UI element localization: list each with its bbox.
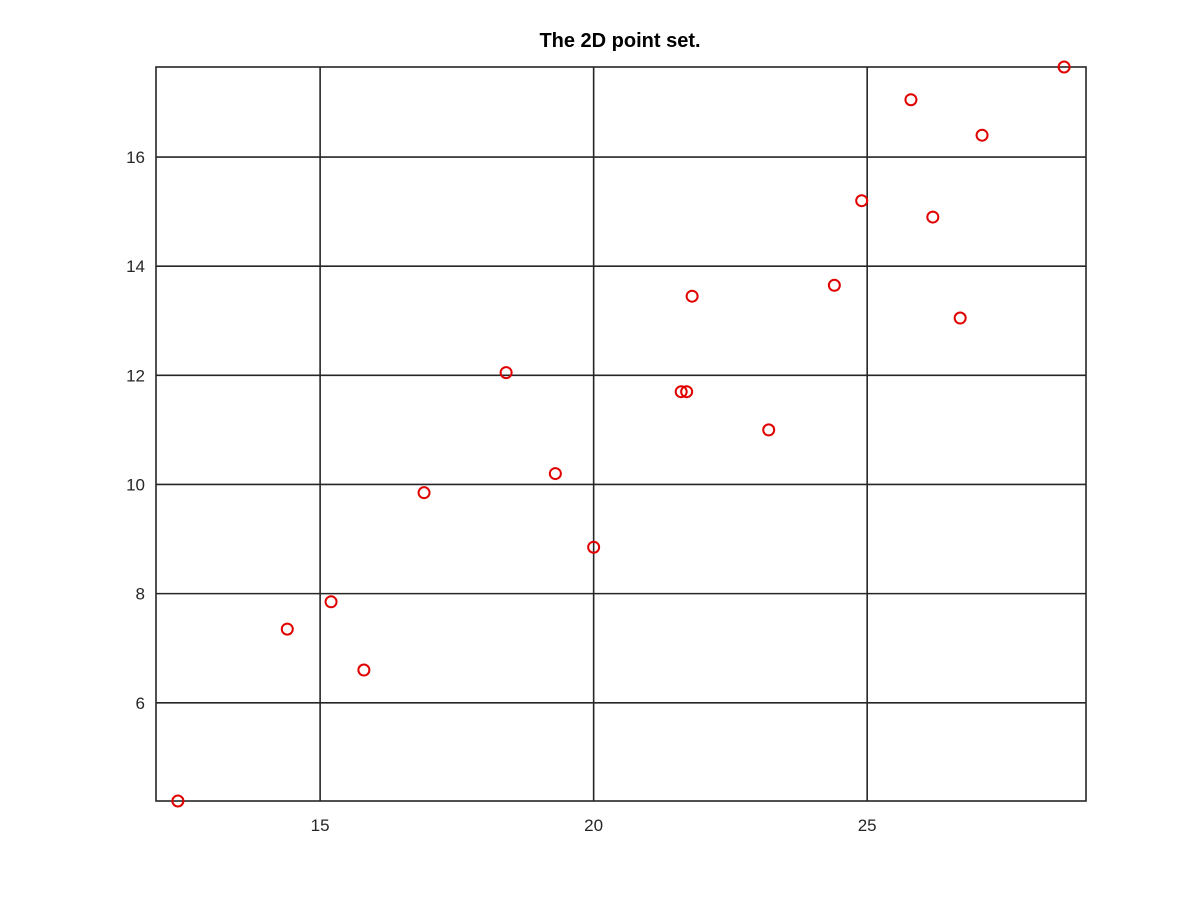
x-tick-label: 15 [311, 816, 330, 835]
y-tick-label: 6 [136, 694, 145, 713]
grid [156, 67, 1086, 801]
data-point [953, 311, 967, 325]
data-point [324, 595, 338, 609]
data-point [548, 467, 562, 481]
data-point [417, 486, 431, 500]
data-point [357, 663, 371, 677]
y-tick-label: 8 [136, 585, 145, 604]
y-axis-ticks: 6 8 10 12 14 16 [126, 148, 145, 713]
data-point [1057, 60, 1071, 74]
x-axis-ticks: 15 20 25 [311, 816, 877, 835]
data-point [674, 385, 688, 399]
data-point [904, 93, 918, 107]
y-tick-label: 14 [126, 257, 145, 276]
x-tick-label: 25 [858, 816, 877, 835]
data-point [855, 194, 869, 208]
y-tick-label: 10 [126, 475, 145, 494]
x-tick-label: 20 [584, 816, 603, 835]
data-point [171, 794, 185, 808]
y-tick-label: 16 [126, 148, 145, 167]
data-point [762, 423, 776, 437]
data-point [827, 278, 841, 292]
data-point [587, 540, 601, 554]
data-point [975, 128, 989, 142]
data-point [926, 210, 940, 224]
data-point [499, 366, 513, 380]
data-point [685, 289, 699, 303]
y-tick-label: 12 [126, 366, 145, 385]
data-point [680, 385, 694, 399]
chart-title: The 2D point set. [539, 30, 700, 52]
data-points [171, 60, 1071, 808]
data-point [280, 622, 294, 636]
axes-box [155, 66, 1087, 802]
